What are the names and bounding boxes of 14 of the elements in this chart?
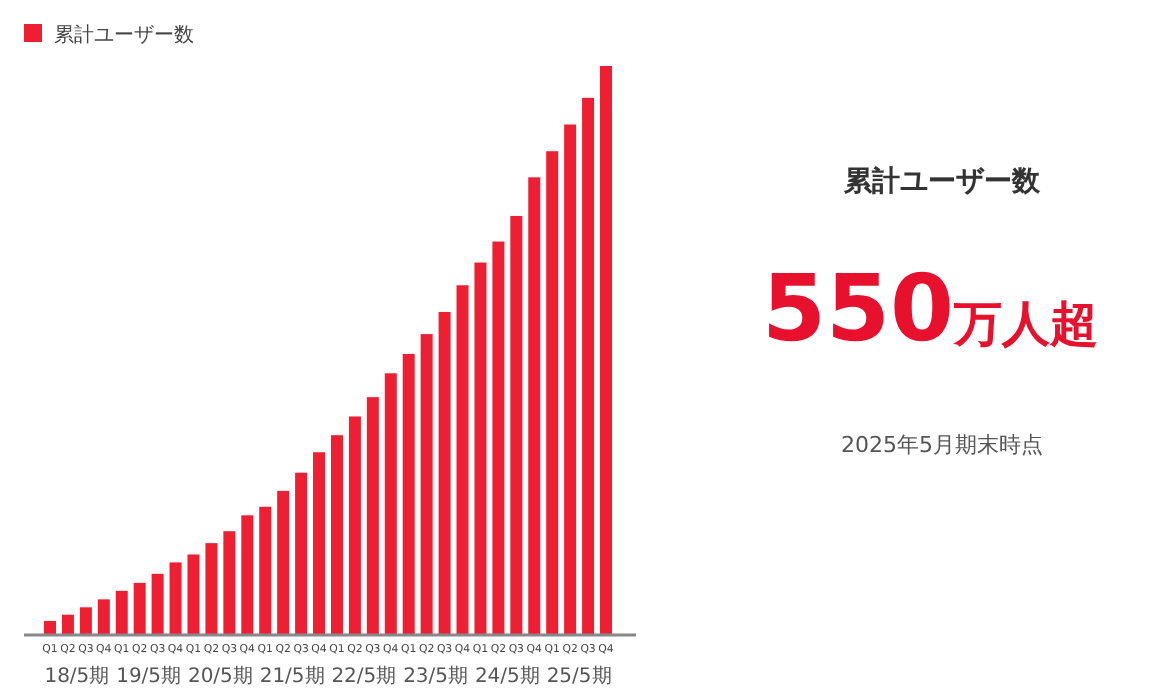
text: 550 bbox=[761, 254, 955, 362]
text: 万人超 bbox=[952, 296, 1099, 352]
text: 21/5期 bbox=[259, 664, 325, 688]
legend: 累計ユーザー数 bbox=[24, 24, 194, 47]
text: 24/5期 bbox=[474, 664, 540, 688]
text: 25/5期 bbox=[546, 664, 612, 688]
text: 累計ユーザー数 bbox=[842, 166, 1042, 198]
text: 23/5期 bbox=[403, 664, 469, 688]
text: 18/5期 bbox=[44, 664, 110, 688]
text: 22/5期 bbox=[331, 664, 397, 688]
text: 19/5期 bbox=[116, 664, 182, 688]
text: 20/5期 bbox=[187, 664, 253, 688]
legend-label: 累計ユーザー数 bbox=[54, 23, 194, 47]
text: 2025年5月期末時点 bbox=[841, 432, 1043, 458]
